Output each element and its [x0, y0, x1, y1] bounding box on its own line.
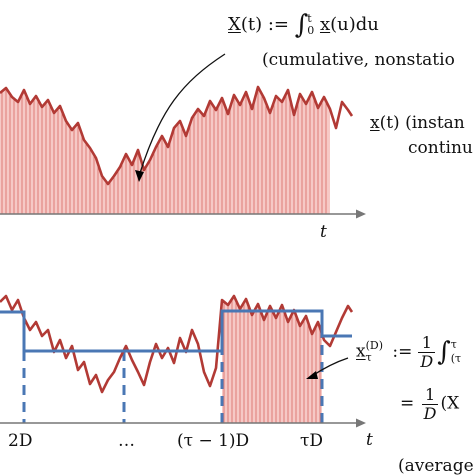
cumulative-arg: (t) := [240, 14, 295, 35]
integral-lower: (τ [450, 352, 462, 366]
integral-sign: ∫ [294, 10, 309, 40]
average-subscript: τ [365, 351, 372, 365]
integral-upper: τ [450, 337, 457, 351]
top-axis-t-label: t [320, 222, 327, 242]
average-superscript: (D) [365, 339, 383, 352]
bottom-axis-t-label: t [366, 430, 373, 450]
average-symbol: x [356, 341, 366, 362]
cumulative-area [0, 87, 330, 214]
instantaneous-label-line2: continu [408, 138, 473, 158]
instantaneous-text: (t) (instan [379, 113, 465, 133]
cumulative-pointer-arrow [139, 53, 226, 174]
fraction-numerator: 1 [421, 386, 439, 405]
integral-lower: 0 [307, 24, 315, 37]
instantaneous-signal [0, 85, 354, 186]
tick-label-ellipsis: … [118, 431, 135, 451]
cumulative-symbol: X [228, 14, 241, 35]
average-note: (average [398, 456, 474, 476]
definition-sign: := [392, 341, 413, 362]
tick-label-tau-D: τD [300, 431, 324, 451]
average-definition: x (D) τ := 1 D ∫ τ (τ [356, 334, 461, 370]
tick-label-tau-minus-1-D: (τ − 1)D [177, 431, 250, 451]
cumulative-pointer-arrowhead [135, 170, 144, 182]
cumulative-note: (cumulative, nonstatio [262, 50, 455, 70]
equals-sign: = [400, 393, 415, 414]
instantaneous-symbol: x [370, 113, 380, 133]
window-hatching [223, 299, 321, 423]
fraction-denominator: D [423, 403, 437, 423]
bottom-panel [0, 294, 366, 428]
tick-label-2D: 2D [8, 431, 33, 451]
cumulative-difference: (X [440, 393, 460, 414]
average-equivalence: = 1 D (X [400, 386, 459, 422]
integrand-symbol: x [319, 14, 331, 35]
instantaneous-label: x(t) (instan [370, 115, 465, 132]
cumulative-definition: X(t) := ∫ t 0 x(u)du [228, 12, 379, 38]
integral-sign: ∫ [437, 337, 451, 368]
area-hatching [1, 87, 327, 214]
fraction-denominator: D [420, 351, 434, 371]
top-axis-arrowhead [356, 209, 366, 219]
average-pointer-arrowhead [306, 371, 318, 379]
top-panel [0, 53, 366, 219]
window-average-staircase [0, 309, 352, 353]
fraction-numerator: 1 [418, 334, 436, 353]
integral-upper: t [307, 11, 312, 25]
bottom-axis-arrowhead [356, 418, 366, 428]
integrand-arg: (u)du [330, 14, 379, 35]
